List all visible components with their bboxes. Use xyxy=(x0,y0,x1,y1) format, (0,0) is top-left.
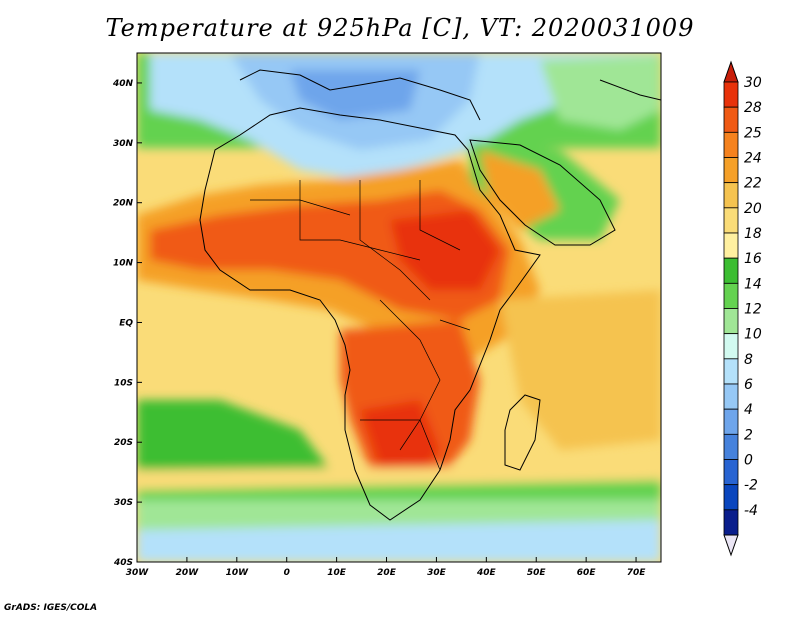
colorbar-swatch xyxy=(723,232,739,259)
colorbar-label: -4 xyxy=(744,503,758,519)
x-tick-label: 60E xyxy=(577,568,597,578)
colorbar-swatch xyxy=(723,207,739,234)
field-satlantic-green xyxy=(137,400,330,480)
x-tick-label: 30E xyxy=(427,568,447,578)
x-tick-label: 40E xyxy=(476,568,497,578)
y-tick-label: 30N xyxy=(113,139,134,149)
colorbar-label: 16 xyxy=(744,251,762,267)
x-tick-label: 50E xyxy=(527,568,547,578)
colorbar-swatch xyxy=(723,484,739,511)
colorbar-label: -2 xyxy=(744,478,758,494)
colorbar-label: 8 xyxy=(744,352,753,368)
colorbar-swatch xyxy=(723,383,739,410)
colorbar-label: 28 xyxy=(744,100,762,116)
africa-coast xyxy=(199,107,541,521)
country-borders xyxy=(250,180,471,471)
x-tick-label: 10E xyxy=(327,568,347,578)
field-sudan-hot xyxy=(390,210,500,290)
colorbar-label: 2 xyxy=(744,427,753,443)
colorbar-label: 10 xyxy=(744,327,762,343)
x-tick-label: 30W xyxy=(126,568,150,578)
colorbar-swatch xyxy=(723,81,739,108)
colorbar-swatch xyxy=(723,106,739,133)
y-tick-label: EQ xyxy=(119,318,133,328)
colorbar-swatch xyxy=(723,433,739,460)
coastlines xyxy=(199,69,661,521)
y-tick-label: 10S xyxy=(114,378,133,388)
colorbar-swatch xyxy=(723,182,739,209)
colorbar-top-arrow xyxy=(723,60,739,83)
colorbar-swatch xyxy=(723,131,739,158)
x-tick-label: 0 xyxy=(284,568,290,578)
y-tick-label: 40N xyxy=(112,79,134,89)
colorbar-swatch xyxy=(723,257,739,284)
asia-coast xyxy=(599,79,661,101)
colorbar-label: 12 xyxy=(744,302,762,318)
field-south-blue xyxy=(137,520,661,562)
field-north-blue-core xyxy=(290,70,420,120)
colorbar-bottom-arrow xyxy=(723,534,739,557)
x-axis: 30W 20W 10W 0 10E 20E 30E 40E 50E 60E 70E xyxy=(126,557,646,578)
colorbar-swatch xyxy=(723,358,739,385)
colorbar-swatch xyxy=(723,282,739,309)
x-tick-label: 20W xyxy=(176,568,200,578)
y-axis: 40N 30N 20N 10N EQ 10S 20S 30S 40S xyxy=(112,79,142,568)
colorbar-label: 6 xyxy=(744,377,753,393)
arabia-coast xyxy=(469,139,616,246)
field-ne-green xyxy=(540,55,660,130)
colorbar-label: 24 xyxy=(744,151,762,167)
colorbar-swatch xyxy=(723,408,739,435)
colorbar-label: 20 xyxy=(744,201,762,217)
colorbar-label: 4 xyxy=(744,402,753,418)
y-tick-label: 20S xyxy=(114,438,133,448)
field-indian-ocean xyxy=(500,290,661,450)
madagascar-coast xyxy=(504,394,541,471)
x-tick-label: 20E xyxy=(377,568,397,578)
colorbar-label: 18 xyxy=(744,226,762,242)
europe-coast xyxy=(239,69,481,121)
colorbar-swatch xyxy=(723,509,739,536)
colorbar-swatch xyxy=(723,157,739,184)
temperature-field xyxy=(137,53,661,562)
colorbar-swatch xyxy=(723,333,739,360)
colorbar-label: 0 xyxy=(744,453,753,469)
colorbar-label: 30 xyxy=(744,75,762,91)
field-south-yellow xyxy=(137,465,661,490)
y-tick-label: 40S xyxy=(113,558,133,568)
colorbar-label: 22 xyxy=(744,176,762,192)
map-title: Temperature at 925hPa [C], VT: 202003100… xyxy=(105,14,695,42)
colorbar-swatch xyxy=(723,308,739,335)
credit-text: GrADS: IGES/COLA xyxy=(4,603,98,613)
x-tick-label: 10W xyxy=(226,568,250,578)
y-tick-label: 10N xyxy=(113,259,134,269)
x-tick-label: 70E xyxy=(627,568,647,578)
colorbar-label: 25 xyxy=(744,125,762,141)
colorbar-swatch xyxy=(723,459,739,486)
map-frame xyxy=(136,52,662,563)
field-arabia-orange xyxy=(480,150,560,230)
colorbar-label: 14 xyxy=(744,276,762,292)
y-tick-label: 20N xyxy=(113,199,134,209)
y-tick-label: 30S xyxy=(114,498,133,508)
